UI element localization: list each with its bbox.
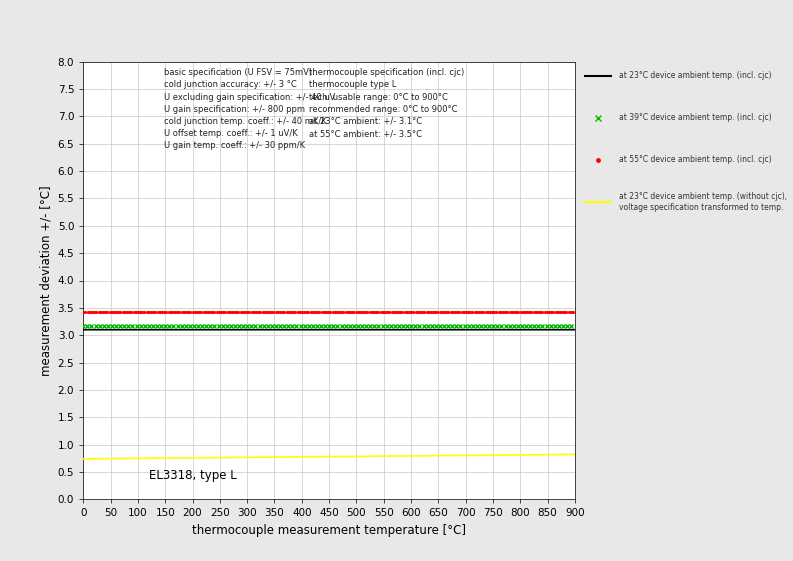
Text: at 23°C device ambient temp. (incl. cjc): at 23°C device ambient temp. (incl. cjc) — [619, 71, 771, 80]
Text: basic specification (U FSV = 75mV)
cold junction accuracy: +/- 3 °C
U excluding : basic specification (U FSV = 75mV) cold … — [164, 68, 335, 150]
Text: at 23°C device ambient temp. (without cjc),
voltage specification transformed to: at 23°C device ambient temp. (without cj… — [619, 192, 787, 212]
Text: EL3318, type L: EL3318, type L — [149, 468, 236, 481]
Text: thermocouple specification (incl. cjc)
thermocouple type L
tech. usable range: 0: thermocouple specification (incl. cjc) t… — [309, 68, 465, 138]
Text: at 55°C device ambient temp. (incl. cjc): at 55°C device ambient temp. (incl. cjc) — [619, 155, 771, 164]
Text: at 39°C device ambient temp. (incl. cjc): at 39°C device ambient temp. (incl. cjc) — [619, 113, 771, 122]
X-axis label: thermocouple measurement temperature [°C]: thermocouple measurement temperature [°C… — [192, 524, 466, 537]
Y-axis label: measurement deviation +/- [°C]: measurement deviation +/- [°C] — [39, 185, 52, 376]
